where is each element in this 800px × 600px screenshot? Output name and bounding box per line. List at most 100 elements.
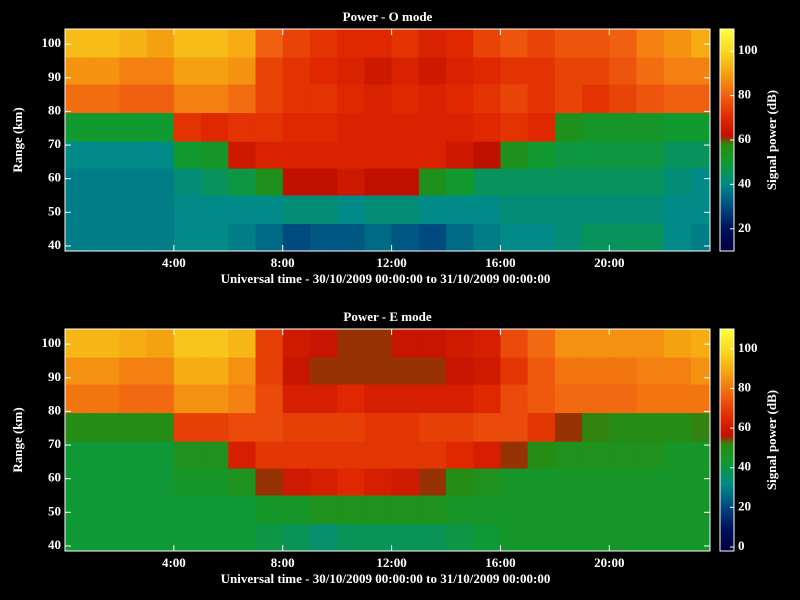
heatmap-cell	[173, 384, 202, 414]
heatmap-cell	[364, 495, 393, 525]
heatmap-cell	[282, 413, 311, 443]
heatmap-cell	[582, 384, 610, 414]
heatmap-cell	[527, 29, 556, 59]
heatmap-cell	[119, 29, 148, 59]
heatmap-cell	[282, 141, 311, 170]
heatmap-cell	[309, 168, 338, 196]
heatmap-cell	[582, 141, 610, 170]
heatmap-cell	[418, 468, 447, 496]
heatmap-cell	[391, 57, 420, 85]
heatmap-cell	[146, 195, 175, 225]
heatmap-cell	[690, 168, 711, 196]
heatmap-cell	[527, 224, 556, 252]
heatmap-cell	[173, 413, 202, 443]
heatmap-cell	[527, 384, 556, 414]
heatmap-cell	[364, 195, 393, 225]
heatmap-cell	[309, 413, 338, 443]
heatmap-cell	[473, 29, 501, 59]
heatmap-cell	[582, 495, 610, 525]
heatmap-cell	[282, 195, 311, 225]
heatmap-cell	[446, 141, 474, 170]
heatmap-cell	[228, 29, 257, 59]
heatmap-cell	[690, 29, 711, 59]
heatmap-cell	[201, 195, 229, 225]
heatmap-cell	[201, 84, 229, 114]
heatmap-cell	[255, 384, 284, 414]
heatmap-cell	[65, 413, 93, 443]
heatmap-cell	[255, 357, 284, 385]
heatmap-cell	[609, 329, 638, 359]
heatmap-cell	[228, 384, 257, 414]
heatmap-cell	[500, 141, 529, 170]
heatmap-cell	[636, 195, 665, 225]
heatmap-cell	[173, 495, 202, 525]
heatmap-cell	[473, 357, 501, 385]
heatmap-cell	[92, 468, 120, 496]
heatmap-cell	[554, 57, 583, 85]
colorbar	[719, 328, 735, 552]
heatmap-cell	[527, 168, 556, 196]
heatmap-cell	[663, 113, 692, 143]
heatmap-cell	[201, 468, 229, 496]
heatmap-cell	[228, 441, 257, 470]
heatmap-cell	[582, 524, 610, 552]
heatmap-cell	[255, 329, 284, 359]
heatmap-cell	[309, 84, 338, 114]
heatmap-cell	[119, 195, 148, 225]
heatmap-cell	[173, 168, 202, 196]
heatmap-cell	[500, 357, 529, 385]
heatmap-cell	[255, 168, 284, 196]
heatmap-cell	[119, 468, 148, 496]
heatmap-cell	[418, 29, 447, 59]
y-tick-label: 70	[48, 136, 61, 151]
heatmap-cell	[636, 84, 665, 114]
heatmap-cell	[636, 113, 665, 143]
heatmap-cell	[446, 113, 474, 143]
heatmap-cell	[446, 195, 474, 225]
heatmap-cell	[173, 357, 202, 385]
heatmap-cell	[92, 29, 120, 59]
heatmap-cell	[119, 113, 148, 143]
heatmap-cell	[527, 495, 556, 525]
heatmap-cell	[228, 224, 257, 252]
heatmap-cell	[609, 57, 638, 85]
heatmap-cell	[119, 224, 148, 252]
x-tick-label: 8:00	[271, 255, 295, 270]
heatmap-cell	[201, 357, 229, 385]
heatmap-cell	[690, 495, 711, 525]
heatmap-cell	[119, 141, 148, 170]
heatmap-cell	[255, 495, 284, 525]
heatmap-cell	[554, 495, 583, 525]
heatmap-cell	[92, 224, 120, 252]
colorbar-tick-label: 0	[738, 538, 745, 553]
heatmap-cell	[554, 29, 583, 59]
heatmap-cell	[554, 195, 583, 225]
heatmap-cell	[582, 329, 610, 359]
heatmap-cell	[65, 329, 93, 359]
heatmap-cell	[527, 329, 556, 359]
heatmap-cell	[282, 357, 311, 385]
heatmap-cell	[228, 495, 257, 525]
colorbar-tick-label: 100	[738, 42, 758, 57]
y-tick-label: 50	[48, 503, 61, 518]
x-tick-label: 16:00	[485, 255, 515, 270]
heatmap-cell	[663, 357, 692, 385]
heatmap-cell	[201, 524, 229, 552]
heatmap-cell	[391, 141, 420, 170]
heatmap-cell	[173, 524, 202, 552]
heatmap-cell	[337, 113, 365, 143]
y-tick-label: 40	[48, 537, 61, 552]
heatmap-cell	[337, 195, 365, 225]
heatmap-cell	[418, 441, 447, 470]
heatmap-cell	[309, 57, 338, 85]
heatmap-cell	[446, 57, 474, 85]
heatmap-cell	[255, 141, 284, 170]
heatmap-cell	[690, 524, 711, 552]
heatmap-cell	[282, 84, 311, 114]
heatmap-cell	[527, 195, 556, 225]
heatmap-cell	[92, 113, 120, 143]
heatmap-cell	[609, 468, 638, 496]
heatmap-cell	[609, 384, 638, 414]
heatmap-cell	[119, 495, 148, 525]
heatmap-cell	[446, 168, 474, 196]
